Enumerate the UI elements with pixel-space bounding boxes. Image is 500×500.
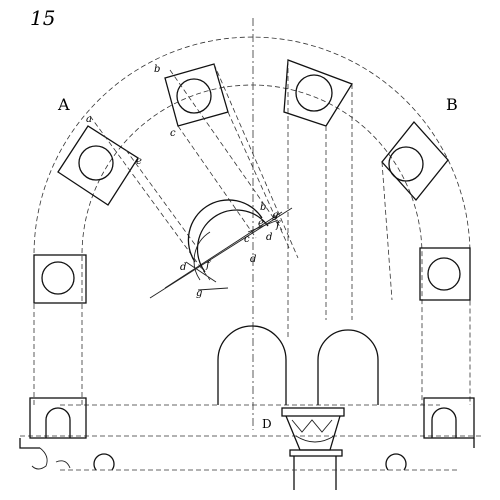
curve-construction [185, 199, 279, 291]
projection-line [227, 111, 291, 251]
column-capital [281, 407, 345, 490]
projection-line [213, 63, 299, 259]
projection-line [125, 149, 197, 247]
label-d: d [180, 262, 186, 273]
label-f: f [205, 260, 212, 271]
voussoir-right-mid [381, 120, 449, 202]
label-A: A [57, 95, 70, 114]
label-c2: c [244, 234, 250, 245]
arch-intrados [81, 84, 423, 405]
voussoir-top-right [283, 59, 353, 127]
label-e2: e [258, 218, 264, 229]
figure-number: 15 [30, 6, 55, 30]
arch-extrados [33, 36, 471, 405]
projection-line [169, 69, 283, 231]
projection-line [149, 207, 293, 299]
base-ring-left [93, 453, 115, 471]
label-b: b [154, 64, 160, 75]
voussoir-right-low [419, 247, 471, 301]
label-d2: d [266, 232, 272, 243]
projection-line [177, 125, 257, 239]
pier-base-right [423, 397, 475, 448]
vertical-projection [381, 161, 393, 301]
label-f2: f [275, 220, 282, 231]
label-B: B [446, 95, 458, 114]
label-d3: d [250, 254, 256, 265]
window-left [217, 325, 287, 405]
voussoir-left-mid [57, 125, 139, 206]
label-a: a [86, 114, 92, 125]
label-c: c [170, 128, 176, 139]
label-D: D [262, 417, 272, 431]
voussoir-top-left [164, 63, 229, 127]
base-ring-right [385, 453, 407, 471]
voussoir-left-low [33, 254, 87, 304]
label-e: e [136, 156, 142, 167]
label-g2: g [272, 210, 278, 221]
label-b2: b [260, 202, 266, 213]
label-g: g [196, 288, 202, 299]
pier-base-left [19, 397, 87, 470]
projection-line [164, 211, 283, 289]
window-right [317, 329, 379, 405]
